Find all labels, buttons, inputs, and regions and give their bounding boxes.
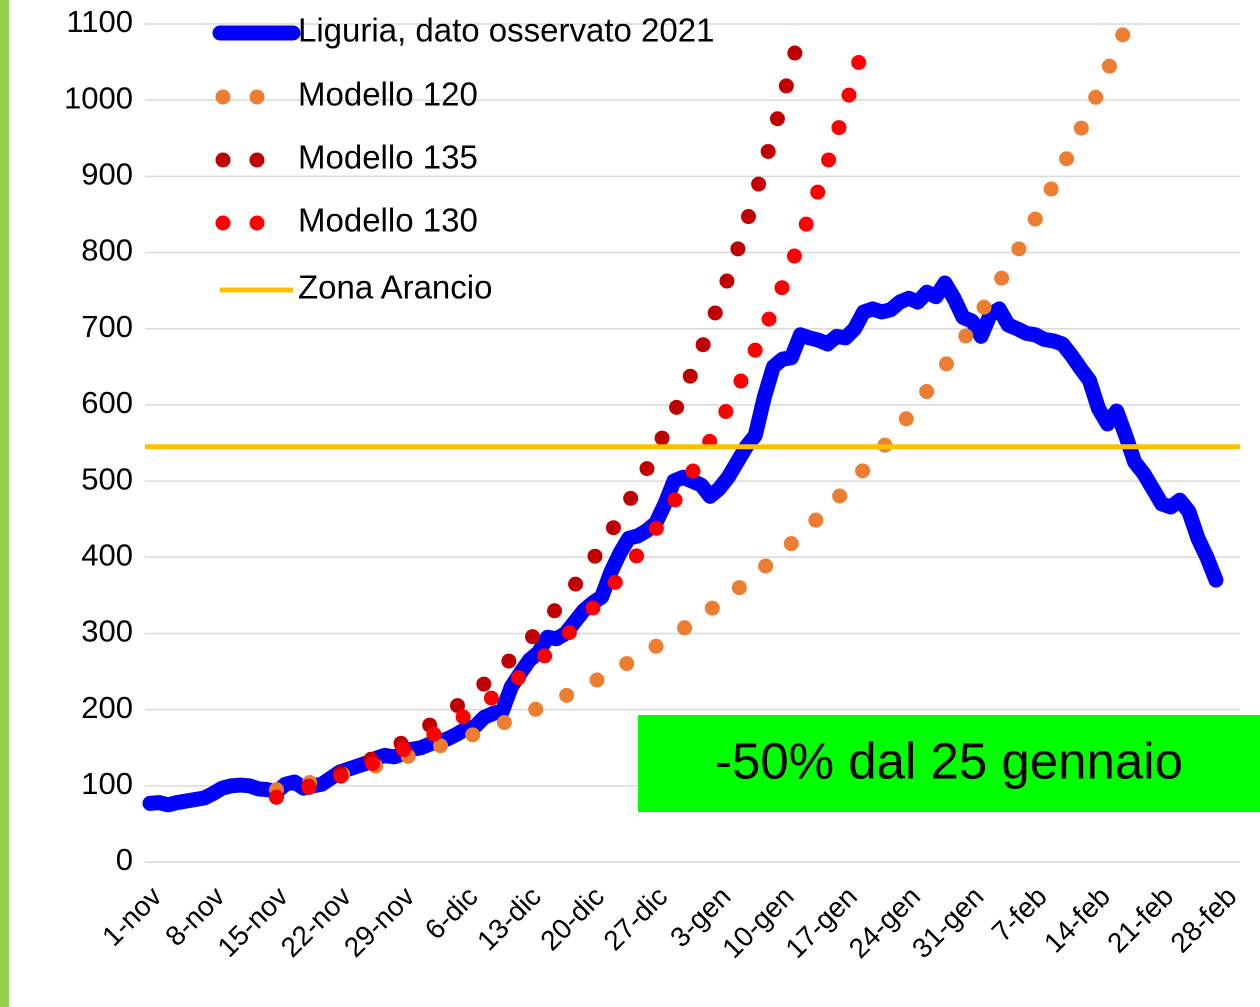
x-tick-label: 17-gen bbox=[779, 881, 863, 965]
legend-label: Liguria, dato osservato 2021 bbox=[298, 12, 714, 49]
series-line bbox=[268, 23, 808, 805]
legend-marker bbox=[215, 152, 231, 168]
y-tick-label: 600 bbox=[81, 385, 133, 420]
y-tick-label: 0 bbox=[116, 842, 133, 877]
legend-label: Modello 135 bbox=[298, 139, 478, 176]
x-tick-label: 27-dic bbox=[598, 881, 674, 957]
y-tick-label: 300 bbox=[81, 614, 133, 649]
x-tick-label: 21-feb bbox=[1101, 881, 1179, 959]
x-tick-label: 14-feb bbox=[1038, 881, 1116, 959]
y-tick-label: 100 bbox=[81, 766, 133, 801]
x-tick-label: 1-nov bbox=[96, 881, 167, 952]
plot-area bbox=[142, 20, 1240, 813]
x-tick-label: 22-nov bbox=[275, 881, 357, 963]
legend-label: Modello 130 bbox=[298, 202, 478, 239]
legend-marker bbox=[215, 215, 231, 231]
y-tick-label: 200 bbox=[81, 690, 133, 725]
axes: 0 100 200 300 400 500 600 700 800 900 1000 1100 1-no… bbox=[64, 4, 1242, 964]
x-tick-label: 29-nov bbox=[338, 881, 420, 963]
series-line bbox=[142, 275, 1224, 813]
y-tick-label: 500 bbox=[81, 461, 133, 496]
x-tick-label: 13-dic bbox=[471, 881, 547, 957]
legend-marker bbox=[249, 89, 265, 105]
y-tick-label: 400 bbox=[81, 537, 133, 572]
y-tick-label: 1100 bbox=[66, 4, 133, 39]
x-tick-label: 31-gen bbox=[906, 881, 990, 965]
x-tick-label: 24-gen bbox=[843, 881, 927, 965]
legend-marker bbox=[215, 89, 231, 105]
series-line bbox=[268, 20, 1134, 798]
y-tick-label: 700 bbox=[81, 309, 133, 344]
legend-marker bbox=[249, 152, 265, 168]
series-line bbox=[268, 37, 872, 805]
legend: Liguria, dato osservato 2021 Modello 120 M… bbox=[212, 12, 714, 306]
y-tick-label: 900 bbox=[81, 157, 133, 192]
x-tick-label: 15-nov bbox=[211, 881, 293, 963]
left-stripe bbox=[0, 0, 9, 1007]
legend-marker bbox=[249, 215, 265, 231]
y-tick-label: 1000 bbox=[64, 80, 133, 115]
x-tick-label: 10-gen bbox=[716, 881, 800, 965]
y-tick-label: 800 bbox=[81, 233, 133, 268]
annotation-box bbox=[638, 715, 1260, 812]
legend-label: Modello 120 bbox=[298, 76, 478, 113]
x-tick-label: 28-feb bbox=[1164, 881, 1242, 959]
x-tick-label: 20-dic bbox=[534, 881, 610, 957]
annotation-text: -50% dal 25 gennaio bbox=[715, 732, 1183, 789]
legend-label: Zona Arancio bbox=[298, 269, 492, 306]
